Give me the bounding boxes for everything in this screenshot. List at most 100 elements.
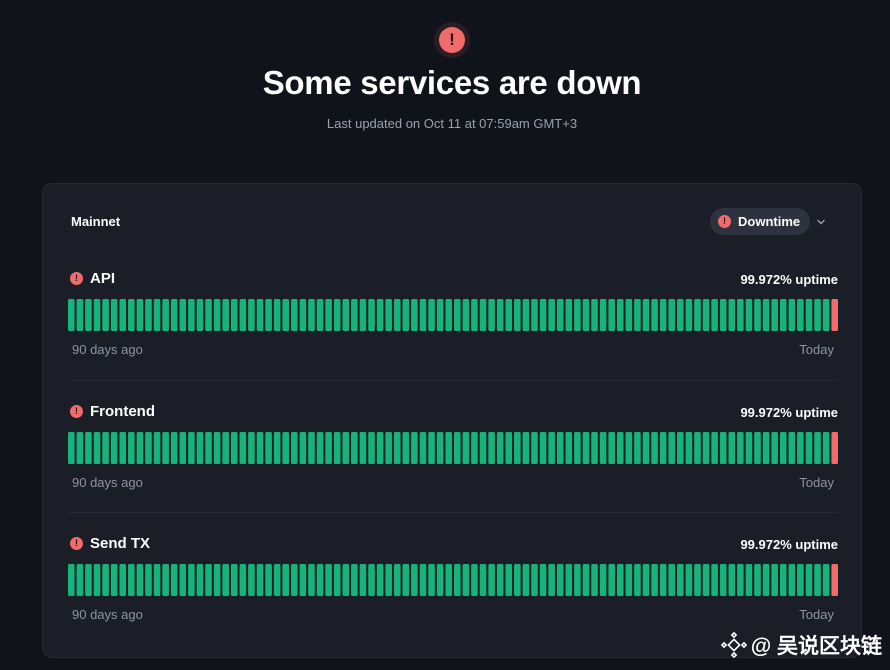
uptime-day-bar[interactable] [445, 299, 452, 331]
uptime-day-bar[interactable] [222, 564, 229, 596]
uptime-day-bar[interactable] [411, 564, 418, 596]
uptime-day-bar[interactable] [128, 564, 135, 596]
uptime-day-bar[interactable] [711, 564, 718, 596]
uptime-day-bar[interactable] [685, 299, 693, 331]
uptime-day-bar[interactable] [102, 432, 109, 464]
uptime-day-bar[interactable] [376, 564, 384, 596]
uptime-day-bar[interactable] [771, 564, 778, 596]
uptime-day-bar[interactable] [110, 432, 118, 464]
uptime-day-bar[interactable] [822, 432, 830, 464]
uptime-day-bar[interactable] [68, 564, 75, 596]
uptime-day-bar[interactable] [505, 299, 513, 331]
uptime-day-bar[interactable] [745, 432, 753, 464]
uptime-day-bar[interactable] [265, 299, 272, 331]
uptime-day-bar[interactable] [419, 299, 427, 331]
uptime-day-bar[interactable] [711, 299, 718, 331]
uptime-day-bar[interactable] [574, 564, 581, 596]
uptime-day-bar[interactable] [539, 299, 547, 331]
uptime-day-bar[interactable] [505, 564, 513, 596]
uptime-day-bar[interactable] [496, 299, 504, 331]
uptime-day-bar[interactable] [230, 299, 238, 331]
uptime-day-bar[interactable] [76, 564, 84, 596]
uptime-day-bar[interactable] [608, 432, 615, 464]
uptime-day-bar[interactable] [531, 432, 538, 464]
uptime-day-bar[interactable] [462, 564, 470, 596]
uptime-day-bar[interactable] [153, 564, 161, 596]
uptime-day-bar[interactable] [574, 432, 581, 464]
uptime-day-bar[interactable] [582, 299, 590, 331]
uptime-day-bar[interactable] [805, 299, 813, 331]
uptime-day-bar[interactable] [256, 432, 264, 464]
uptime-day-bar[interactable] [608, 564, 615, 596]
uptime-day-bar[interactable] [479, 299, 487, 331]
uptime-day-bar[interactable] [102, 564, 109, 596]
uptime-day-bar[interactable] [454, 432, 461, 464]
uptime-day-bar[interactable] [248, 299, 255, 331]
uptime-day-bar[interactable] [814, 564, 821, 596]
chevron-down-icon[interactable] [815, 216, 827, 228]
uptime-day-bar[interactable] [436, 432, 444, 464]
uptime-day-bar[interactable] [419, 564, 427, 596]
uptime-day-bar[interactable] [685, 564, 693, 596]
uptime-day-bar[interactable] [831, 432, 838, 464]
uptime-day-bar[interactable] [333, 564, 341, 596]
uptime-day-bar[interactable] [616, 299, 624, 331]
uptime-day-bar[interactable] [282, 432, 290, 464]
uptime-day-bar[interactable] [831, 564, 838, 596]
uptime-day-bar[interactable] [522, 432, 530, 464]
uptime-day-bar[interactable] [522, 299, 530, 331]
uptime-day-bar[interactable] [162, 432, 169, 464]
uptime-day-bar[interactable] [85, 564, 92, 596]
uptime-day-bar[interactable] [599, 299, 607, 331]
uptime-day-bar[interactable] [805, 564, 813, 596]
uptime-day-bar[interactable] [625, 299, 633, 331]
uptime-day-bar[interactable] [393, 432, 401, 464]
uptime-day-bar[interactable] [205, 432, 212, 464]
uptime-day-bar[interactable] [454, 564, 461, 596]
uptime-day-bar[interactable] [539, 432, 547, 464]
uptime-day-bar[interactable] [471, 299, 478, 331]
uptime-day-bar[interactable] [711, 432, 718, 464]
uptime-day-bar[interactable] [582, 564, 590, 596]
uptime-day-bar[interactable] [745, 299, 753, 331]
uptime-day-bar[interactable] [548, 432, 555, 464]
uptime-day-bar[interactable] [514, 299, 521, 331]
uptime-day-bar[interactable] [814, 432, 821, 464]
uptime-day-bar[interactable] [831, 299, 838, 331]
uptime-day-bar[interactable] [376, 299, 384, 331]
uptime-day-bar[interactable] [668, 432, 676, 464]
uptime-day-bar[interactable] [659, 299, 667, 331]
uptime-day-bar[interactable] [702, 432, 710, 464]
uptime-day-bar[interactable] [754, 564, 761, 596]
uptime-day-bar[interactable] [110, 564, 118, 596]
uptime-day-bar[interactable] [822, 299, 830, 331]
uptime-day-bar[interactable] [634, 432, 641, 464]
uptime-day-bar[interactable] [651, 564, 658, 596]
uptime-day-bar[interactable] [145, 564, 152, 596]
uptime-day-bar[interactable] [68, 432, 75, 464]
uptime-day-bar[interactable] [779, 432, 787, 464]
uptime-day-bar[interactable] [531, 564, 538, 596]
uptime-day-bar[interactable] [659, 564, 667, 596]
uptime-day-bar[interactable] [291, 564, 298, 596]
uptime-day-bar[interactable] [574, 299, 581, 331]
uptime-day-bar[interactable] [728, 432, 736, 464]
uptime-day-bar[interactable] [256, 299, 264, 331]
uptime-day-bar[interactable] [462, 432, 470, 464]
uptime-day-bar[interactable] [333, 299, 341, 331]
uptime-day-bar[interactable] [454, 299, 461, 331]
uptime-day-bar[interactable] [779, 299, 787, 331]
uptime-day-bar[interactable] [608, 299, 615, 331]
uptime-day-bar[interactable] [188, 432, 195, 464]
uptime-day-bar[interactable] [616, 564, 624, 596]
uptime-day-bar[interactable] [659, 432, 667, 464]
uptime-day-bar[interactable] [642, 432, 650, 464]
uptime-day-bar[interactable] [291, 299, 298, 331]
uptime-day-bar[interactable] [110, 299, 118, 331]
uptime-day-bar[interactable] [728, 564, 736, 596]
uptime-day-bar[interactable] [333, 432, 341, 464]
uptime-day-bar[interactable] [359, 299, 367, 331]
uptime-day-bar[interactable] [548, 299, 555, 331]
uptime-day-bar[interactable] [488, 432, 495, 464]
uptime-day-bar[interactable] [273, 299, 281, 331]
